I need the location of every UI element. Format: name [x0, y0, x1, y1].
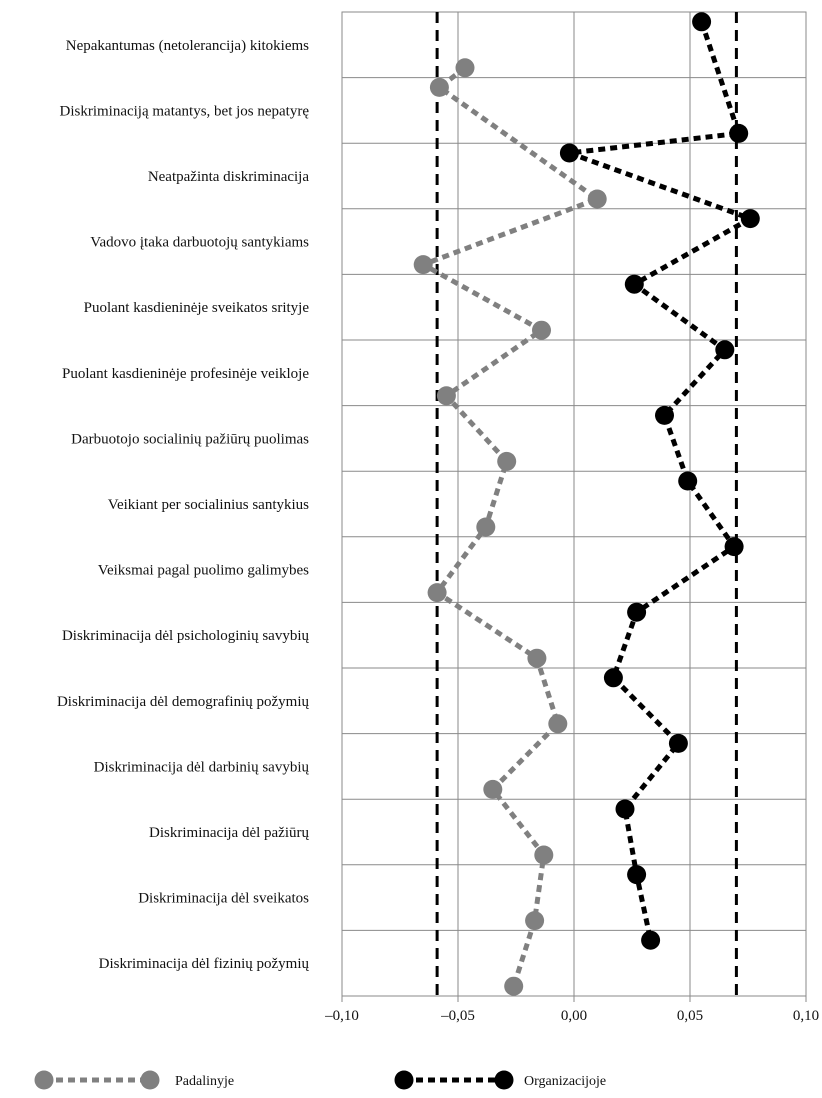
category-labels: Nepakantumas (netolerancija) kitokiems Di…	[57, 38, 310, 972]
legend-label: Organizacijoje	[524, 1074, 606, 1089]
category-label: Puolant kasdieninėje sveikatos srityje	[84, 300, 310, 316]
legend-label: Padalinyje	[175, 1074, 234, 1089]
data-point	[455, 58, 475, 78]
data-point	[436, 386, 456, 406]
legend-marker	[394, 1070, 414, 1090]
data-point	[740, 209, 760, 229]
data-point	[548, 714, 568, 734]
category-label: Diskriminacija dėl demografinių požymių	[57, 694, 310, 710]
data-point	[668, 733, 688, 753]
data-point	[641, 930, 661, 950]
category-label: Puolant kasdieninėje profesinėje veikloj…	[62, 366, 309, 382]
category-label: Diskriminacija dėl sveikatos	[138, 891, 309, 907]
x-tick-label: 0,10	[793, 1008, 819, 1024]
grid-layer	[341, 11, 807, 1002]
data-point	[525, 911, 545, 931]
data-point	[429, 77, 449, 97]
x-tick-label: 0,05	[677, 1008, 703, 1024]
data-point	[504, 976, 524, 996]
category-label: Diskriminacija dėl psichologinių savybių	[62, 628, 310, 644]
data-point	[427, 583, 447, 603]
legend: Padalinyje Organizacijoje	[34, 1070, 606, 1090]
x-tick-label: –0,05	[440, 1008, 475, 1024]
category-label: Diskriminaciją matantys, bet jos nepatyr…	[59, 103, 309, 119]
data-point	[532, 320, 551, 340]
legend-marker	[140, 1070, 160, 1090]
category-label: Diskriminacija dėl pažiūrų	[149, 825, 309, 841]
data-point	[413, 255, 433, 275]
category-label: Veiksmai pagal puolimo galimybes	[98, 563, 309, 579]
category-label: Neatpažinta diskriminacija	[148, 169, 310, 185]
data-point	[692, 12, 712, 32]
data-point	[603, 668, 623, 688]
legend-marker	[494, 1070, 514, 1090]
data-point	[615, 799, 635, 819]
data-point	[527, 648, 547, 668]
data-point	[497, 451, 517, 471]
data-point	[559, 143, 579, 163]
category-label: Diskriminacija dėl fizinių požymių	[99, 956, 310, 972]
series-line	[417, 65, 603, 987]
data-point	[587, 189, 607, 209]
series-2	[559, 12, 760, 950]
data-point	[715, 340, 735, 360]
data-point	[534, 845, 554, 865]
x-tick-label: 0,00	[561, 1008, 587, 1024]
data-point	[624, 274, 644, 294]
data-point	[483, 779, 503, 799]
data-point	[476, 517, 496, 537]
data-point	[729, 123, 749, 143]
x-tick-label: –0,10	[324, 1008, 359, 1024]
data-point	[655, 405, 674, 425]
legend-marker	[34, 1070, 54, 1090]
category-label: Veikiant per socialinius santykius	[108, 497, 309, 513]
category-label: Darbuotojo socialinių pažiūrų puolimas	[71, 431, 309, 447]
data-point	[627, 865, 647, 885]
category-label: Nepakantumas (netolerancija) kitokiems	[66, 38, 309, 54]
category-label: Vadovo įtaka darbuotojų santykiams	[90, 235, 309, 251]
category-label: Diskriminacija dėl darbinių savybių	[94, 759, 310, 775]
data-point	[627, 602, 647, 622]
reference-lines	[435, 12, 738, 996]
series-line	[568, 21, 757, 941]
legend-item: Padalinyje	[34, 1070, 234, 1090]
x-tick-labels: –0,10 –0,05 0,00 0,05 0,10	[324, 1008, 819, 1024]
series-1	[413, 58, 607, 996]
data-point	[678, 471, 698, 491]
series-layer	[413, 12, 760, 996]
legend-item: Organizacijoje	[394, 1070, 606, 1090]
data-point	[724, 537, 744, 557]
